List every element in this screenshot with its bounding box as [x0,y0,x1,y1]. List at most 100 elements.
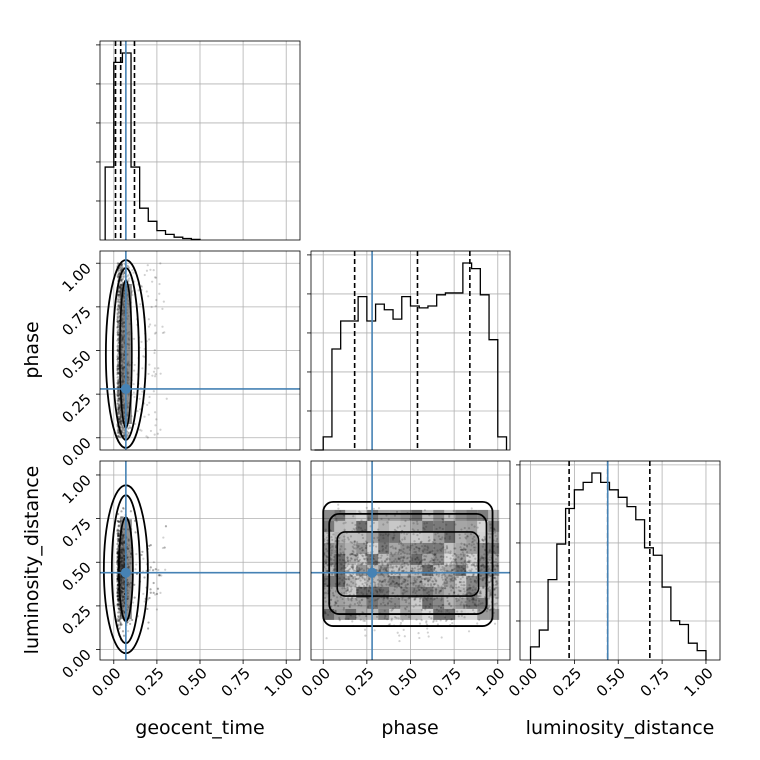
density-cell [422,542,434,554]
sample-point [120,515,123,519]
density-cell [400,509,412,521]
sample-point [116,358,119,361]
y-tick-label-phase-4: 1.00 [58,259,94,295]
sample-point [153,349,156,352]
sample-point [116,325,120,328]
sample-point [118,435,121,439]
sample-point [149,566,152,569]
sample-point [139,303,142,306]
panel-2-0 [99,460,301,661]
density-cell [444,509,456,521]
sample-point [157,574,161,577]
density-cell [488,509,500,521]
sample-point [116,320,119,323]
sample-point [117,382,120,385]
density-cell [466,509,478,521]
sample-point [116,592,119,595]
sample-point [127,279,130,283]
sample-point [116,394,119,398]
sample-point [117,334,120,337]
sample-point [116,345,119,348]
density-cell [378,542,390,554]
sample-point [116,368,119,372]
density-cell [433,553,445,565]
sample-point [117,413,120,416]
density-cell [433,575,445,587]
sample-point [116,369,119,372]
density-cell [455,509,467,521]
sample-point [153,367,156,370]
density-cell [378,597,390,609]
density-cell [444,520,456,532]
sample-point [116,308,119,311]
sample-point [116,348,119,351]
sample-point [127,630,130,633]
density-cell [488,597,500,609]
panel-1-0 [99,250,301,451]
x-tick-label-geocent_time-3: 0.75 [218,664,254,700]
sample-point [117,304,120,307]
sample-point [427,635,430,638]
sample-point [117,385,120,388]
density-cell [488,520,500,532]
sample-point [117,381,120,384]
sample-point [116,275,119,278]
sample-point [116,393,120,396]
sample-point [399,621,403,625]
density-cell [389,575,401,587]
sample-point [117,384,120,387]
sample-point [337,507,340,510]
sample-point [116,548,119,551]
sample-point [157,568,160,572]
sample-point [118,267,122,270]
sample-point [116,332,120,335]
sample-point [122,276,125,279]
sample-point [162,300,165,303]
x-tick-label-luminosity_distance-0: 0.00 [505,664,541,700]
sample-point [398,639,401,643]
density-cell [400,531,412,543]
sample-point [116,362,120,366]
sample-point [128,619,131,622]
sample-point [141,367,144,370]
sample-point [151,374,154,377]
sample-point [119,269,122,272]
density-cell [433,520,445,532]
sample-point [151,280,154,283]
sample-point [116,383,120,386]
sample-point [153,332,157,335]
sample-point [156,432,159,435]
density-cell [422,575,434,587]
sample-point [116,386,119,389]
sample-point [127,431,130,435]
density-cell [389,509,401,521]
sample-point [117,321,120,325]
sample-point [117,403,121,407]
sample-point [116,389,120,392]
density-cell [444,531,456,543]
sample-point [154,424,157,427]
sample-point [117,602,120,605]
density-cell [389,564,401,576]
sample-point [155,592,159,596]
sample-point [116,311,119,314]
sample-point [119,268,122,272]
sample-point [116,386,119,389]
sample-point [127,426,130,430]
panel-2-1 [310,460,511,661]
sample-point [148,596,151,600]
sample-point [145,435,148,438]
sample-point [116,344,119,347]
density-cell [433,597,445,609]
sample-point [152,561,155,564]
sample-point [133,583,136,586]
sample-point [132,271,135,274]
sample-point [117,615,120,618]
sample-point [396,631,399,634]
sample-point [126,434,130,437]
sample-point [119,266,122,270]
sample-point [117,330,120,334]
sample-point [122,434,125,438]
density-cell [411,597,423,609]
panel-frame [519,460,721,661]
